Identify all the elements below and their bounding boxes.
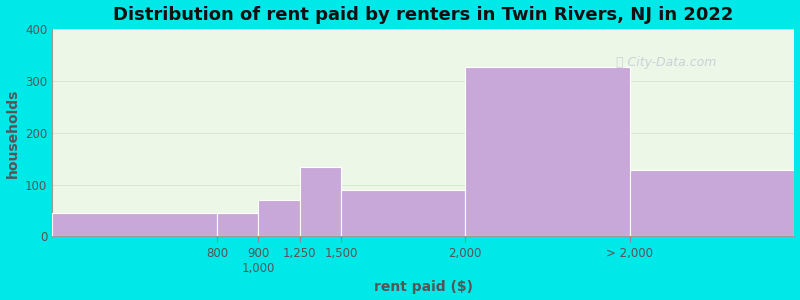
Bar [217,213,258,236]
Bar [258,200,300,236]
Bar [465,67,630,236]
Text: ⌖ City-Data.com: ⌖ City-Data.com [616,56,717,69]
Title: Distribution of rent paid by renters in Twin Rivers, NJ in 2022: Distribution of rent paid by renters in … [113,6,734,24]
Bar [630,170,794,236]
Bar [52,213,217,236]
Y-axis label: households: households [6,88,19,178]
Bar [300,167,341,236]
Bar [341,190,465,236]
X-axis label: rent paid ($): rent paid ($) [374,280,473,294]
